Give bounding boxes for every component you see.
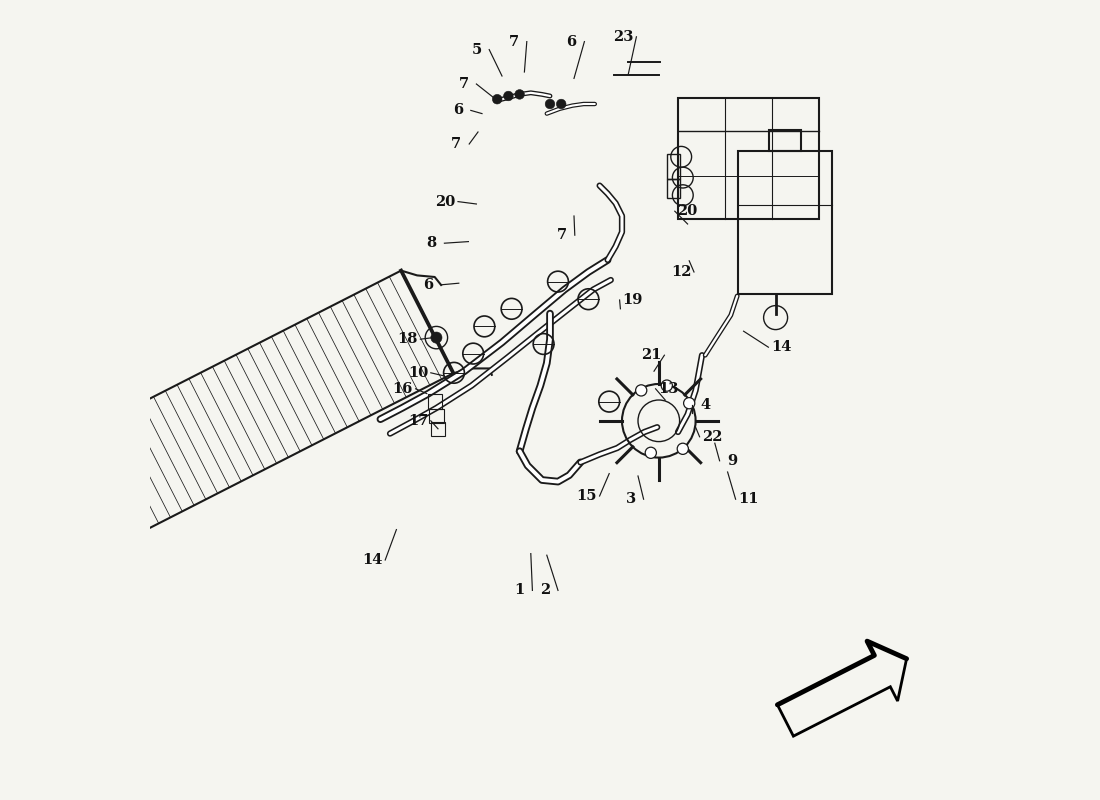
Text: 19: 19	[623, 293, 642, 307]
Text: 18: 18	[397, 332, 418, 346]
Text: 2: 2	[540, 583, 550, 598]
Text: 6: 6	[424, 278, 433, 292]
Circle shape	[661, 380, 672, 391]
Bar	[429, 409, 443, 423]
Bar	[667, 154, 680, 179]
Text: 6: 6	[453, 103, 463, 118]
Text: 8: 8	[427, 236, 437, 250]
Bar	[769, 130, 801, 151]
Text: 3: 3	[626, 492, 636, 506]
Text: 1: 1	[515, 583, 525, 598]
Text: 21: 21	[641, 348, 662, 362]
Circle shape	[504, 91, 514, 101]
Text: 11: 11	[738, 492, 759, 506]
Circle shape	[515, 90, 525, 99]
Text: 17: 17	[408, 414, 428, 428]
Text: 9: 9	[727, 454, 737, 468]
Circle shape	[646, 447, 657, 458]
Text: 20: 20	[678, 204, 697, 218]
Circle shape	[557, 99, 566, 109]
Circle shape	[636, 385, 647, 396]
Text: 22: 22	[702, 430, 723, 444]
Text: 4: 4	[700, 398, 711, 412]
Circle shape	[546, 99, 554, 109]
Text: 10: 10	[408, 366, 428, 380]
Text: 7: 7	[451, 137, 462, 151]
Text: 23: 23	[614, 30, 634, 44]
Circle shape	[431, 332, 442, 343]
Bar	[738, 151, 833, 294]
Bar	[431, 422, 446, 436]
Bar	[667, 179, 680, 198]
Text: 16: 16	[393, 382, 412, 396]
Text: 5: 5	[471, 42, 482, 57]
Text: 14: 14	[771, 340, 791, 354]
Bar	[428, 394, 442, 409]
Text: 15: 15	[576, 489, 597, 503]
Text: 12: 12	[671, 265, 692, 279]
Text: 6: 6	[566, 34, 576, 49]
Circle shape	[678, 443, 689, 454]
Text: 13: 13	[658, 382, 679, 396]
Circle shape	[493, 94, 502, 104]
Circle shape	[683, 398, 695, 409]
Text: 7: 7	[509, 34, 519, 49]
Text: 14: 14	[362, 553, 383, 567]
Text: 20: 20	[436, 194, 455, 209]
Text: 7: 7	[557, 228, 568, 242]
Bar	[678, 98, 818, 219]
Text: 7: 7	[459, 77, 469, 91]
